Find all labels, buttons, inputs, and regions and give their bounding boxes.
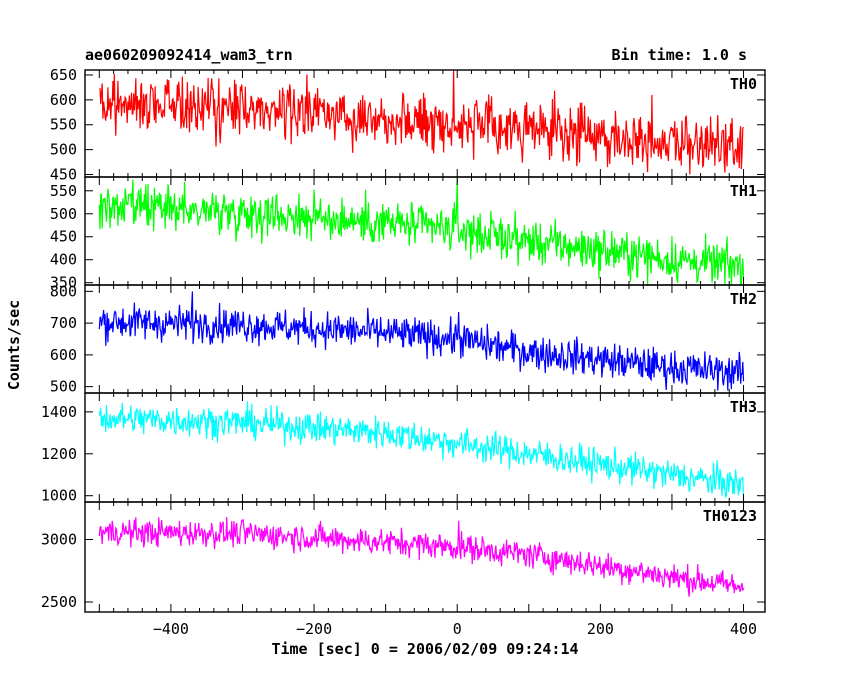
series-line-th0123 (98, 516, 745, 597)
x-axis-label: Time [sec] 0 = 2006/02/09 09:24:14 (271, 640, 578, 658)
y-tick-label: 450 (50, 166, 77, 184)
panel-label-th2: TH2 (730, 290, 757, 308)
y-tick-label: 650 (50, 66, 77, 84)
y-tick-label: 2500 (41, 593, 77, 611)
y-axis-label: Counts/sec (5, 300, 23, 390)
x-tick-label: 200 (587, 620, 614, 638)
panel-label-th0: TH0 (730, 75, 757, 93)
series-line-th2 (98, 291, 745, 391)
y-tick-label: 550 (50, 182, 77, 200)
y-tick-label: 1000 (41, 487, 77, 505)
x-tick-label: 0 (453, 620, 462, 638)
y-tick-label: 450 (50, 228, 77, 246)
x-tick-label: −200 (296, 620, 332, 638)
y-tick-label: 500 (50, 141, 77, 159)
y-tick-label: 600 (50, 346, 77, 364)
panel-label-th3: TH3 (730, 398, 757, 416)
series-line-th1 (98, 177, 745, 285)
y-tick-label: 1400 (41, 403, 77, 421)
series-line-th3 (98, 401, 745, 500)
y-tick-label: 800 (50, 282, 77, 300)
y-tick-label: 550 (50, 116, 77, 134)
y-tick-label: 3000 (41, 531, 77, 549)
y-tick-label: 700 (50, 314, 77, 332)
y-tick-label: 350 (50, 274, 77, 292)
panel-label-th1: TH1 (730, 182, 757, 200)
x-tick-label: 400 (730, 620, 757, 638)
y-tick-label: 1200 (41, 445, 77, 463)
y-tick-label: 400 (50, 251, 77, 269)
bin-time-label: Bin time: 1.0 s (612, 46, 747, 64)
y-tick-label: 600 (50, 91, 77, 109)
x-tick-label: −400 (153, 620, 189, 638)
y-tick-label: 500 (50, 205, 77, 223)
panel-label-th0123: TH0123 (703, 507, 757, 525)
panel-frame-th0123 (84, 501, 766, 613)
series-line-th0 (99, 70, 744, 175)
y-tick-label: 500 (50, 378, 77, 396)
chart-title: ae060209092414_wam3_trn (85, 46, 293, 64)
